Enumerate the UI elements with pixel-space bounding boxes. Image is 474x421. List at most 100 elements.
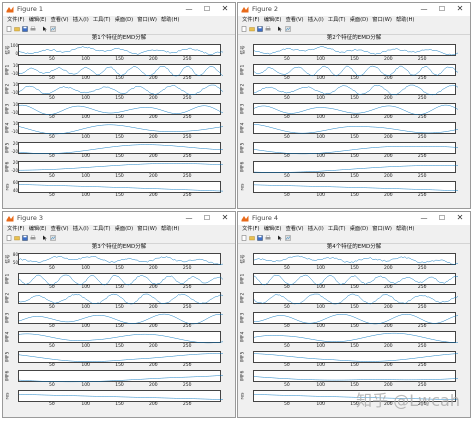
- menu-item[interactable]: 编辑(E): [263, 226, 282, 232]
- menu-item[interactable]: 帮助(H): [396, 17, 415, 23]
- menu-item[interactable]: 插入(I): [72, 226, 89, 232]
- subplot-axes[interactable]: [253, 311, 459, 325]
- menu-item[interactable]: 窗口(W): [372, 17, 392, 23]
- menu-item[interactable]: 桌面(D): [114, 226, 134, 232]
- pointer-icon[interactable]: [42, 235, 48, 241]
- open-folder-icon[interactable]: [14, 26, 20, 32]
- data-tips-icon[interactable]: [50, 26, 56, 32]
- menu-item[interactable]: 查看(V): [50, 226, 69, 232]
- data-tips-icon[interactable]: [285, 235, 291, 241]
- new-file-icon[interactable]: [6, 235, 12, 241]
- pointer-icon[interactable]: [277, 235, 283, 241]
- data-tips-icon[interactable]: [50, 235, 56, 241]
- subplot-axes[interactable]: [253, 102, 459, 116]
- subplot-axes[interactable]: [18, 272, 224, 286]
- subplot-axes[interactable]: [253, 331, 459, 344]
- menu-item[interactable]: 编辑(E): [28, 17, 47, 23]
- new-file-icon[interactable]: [241, 235, 247, 241]
- maximize-button[interactable]: ☐: [203, 5, 211, 13]
- menu-item[interactable]: 文件(F): [242, 17, 260, 23]
- menu-item[interactable]: 桌面(D): [349, 17, 369, 23]
- subplot-axes[interactable]: [18, 44, 224, 57]
- subplot-axes[interactable]: [18, 350, 224, 364]
- menu-item[interactable]: 插入(I): [307, 226, 324, 232]
- close-button[interactable]: ✕: [221, 4, 229, 13]
- subplot-axes[interactable]: [253, 292, 459, 305]
- minimize-button[interactable]: —: [185, 5, 193, 13]
- open-folder-icon[interactable]: [249, 235, 255, 241]
- menu-item[interactable]: 窗口(W): [372, 226, 392, 232]
- subplot-axes[interactable]: [253, 83, 459, 96]
- subplot-axes[interactable]: [18, 253, 224, 266]
- menu-item[interactable]: 帮助(H): [396, 226, 415, 232]
- menu-item[interactable]: 编辑(E): [28, 226, 47, 232]
- open-folder-icon[interactable]: [14, 235, 20, 241]
- data-tips-icon[interactable]: [285, 26, 291, 32]
- menu-item[interactable]: 文件(F): [7, 226, 25, 232]
- subplot-axes[interactable]: [18, 141, 224, 155]
- subplot-axes[interactable]: [253, 370, 459, 383]
- close-button[interactable]: ✕: [456, 4, 464, 13]
- subplot-axes[interactable]: [18, 63, 224, 77]
- menu-item[interactable]: 帮助(H): [161, 226, 180, 232]
- subplot-axes[interactable]: [253, 63, 459, 77]
- subplot-axes[interactable]: [18, 83, 224, 96]
- menu-item[interactable]: 查看(V): [285, 226, 304, 232]
- menu-item[interactable]: 桌面(D): [114, 17, 134, 23]
- menu-item[interactable]: 查看(V): [285, 17, 304, 23]
- subplot-axes[interactable]: [253, 272, 459, 286]
- menu-item[interactable]: 帮助(H): [161, 17, 180, 23]
- open-folder-icon[interactable]: [249, 26, 255, 32]
- pointer-icon[interactable]: [42, 26, 48, 32]
- print-icon[interactable]: [265, 235, 271, 241]
- close-button[interactable]: ✕: [221, 213, 229, 222]
- subplot-axes[interactable]: [253, 44, 459, 57]
- subplot-axes[interactable]: [253, 122, 459, 135]
- new-file-icon[interactable]: [6, 26, 12, 32]
- subplot-axes[interactable]: [253, 350, 459, 364]
- minimize-button[interactable]: —: [420, 214, 428, 222]
- menu-item[interactable]: 窗口(W): [137, 226, 157, 232]
- minimize-button[interactable]: —: [185, 214, 193, 222]
- subplot-axes[interactable]: [253, 389, 459, 403]
- maximize-button[interactable]: ☐: [203, 214, 211, 222]
- menu-item[interactable]: 插入(I): [72, 17, 89, 23]
- menu-item[interactable]: 工具(T): [327, 17, 346, 23]
- subplot-axes[interactable]: [18, 331, 224, 344]
- maximize-button[interactable]: ☐: [438, 5, 446, 13]
- pointer-icon[interactable]: [277, 26, 283, 32]
- subplot-axes[interactable]: [18, 180, 224, 194]
- new-file-icon[interactable]: [241, 26, 247, 32]
- menu-item[interactable]: 工具(T): [92, 17, 111, 23]
- subplot-axes[interactable]: [253, 253, 459, 266]
- save-icon[interactable]: [257, 235, 263, 241]
- minimize-button[interactable]: —: [420, 5, 428, 13]
- subplot-axes[interactable]: [18, 102, 224, 116]
- print-icon[interactable]: [30, 235, 36, 241]
- save-icon[interactable]: [257, 26, 263, 32]
- subplot-axes[interactable]: [18, 292, 224, 305]
- subplot-axes[interactable]: [253, 141, 459, 155]
- subplot-axes[interactable]: [18, 311, 224, 325]
- subplot-axes[interactable]: [253, 180, 459, 194]
- subplot-axes[interactable]: [18, 161, 224, 174]
- menu-item[interactable]: 桌面(D): [349, 226, 369, 232]
- menu-item[interactable]: 查看(V): [50, 17, 69, 23]
- subplot-axes[interactable]: [18, 389, 224, 403]
- maximize-button[interactable]: ☐: [438, 214, 446, 222]
- menu-item[interactable]: 文件(F): [7, 17, 25, 23]
- save-icon[interactable]: [22, 26, 28, 32]
- menu-item[interactable]: 工具(T): [327, 226, 346, 232]
- print-icon[interactable]: [30, 26, 36, 32]
- subplot-axes[interactable]: [253, 161, 459, 174]
- menu-item[interactable]: 插入(I): [307, 17, 324, 23]
- save-icon[interactable]: [22, 235, 28, 241]
- close-button[interactable]: ✕: [456, 213, 464, 222]
- print-icon[interactable]: [265, 26, 271, 32]
- subplot-axes[interactable]: [18, 122, 224, 135]
- menu-item[interactable]: 窗口(W): [137, 17, 157, 23]
- subplot-axes[interactable]: [18, 370, 224, 383]
- menu-item[interactable]: 工具(T): [92, 226, 111, 232]
- menu-item[interactable]: 编辑(E): [263, 17, 282, 23]
- menu-item[interactable]: 文件(F): [242, 226, 260, 232]
